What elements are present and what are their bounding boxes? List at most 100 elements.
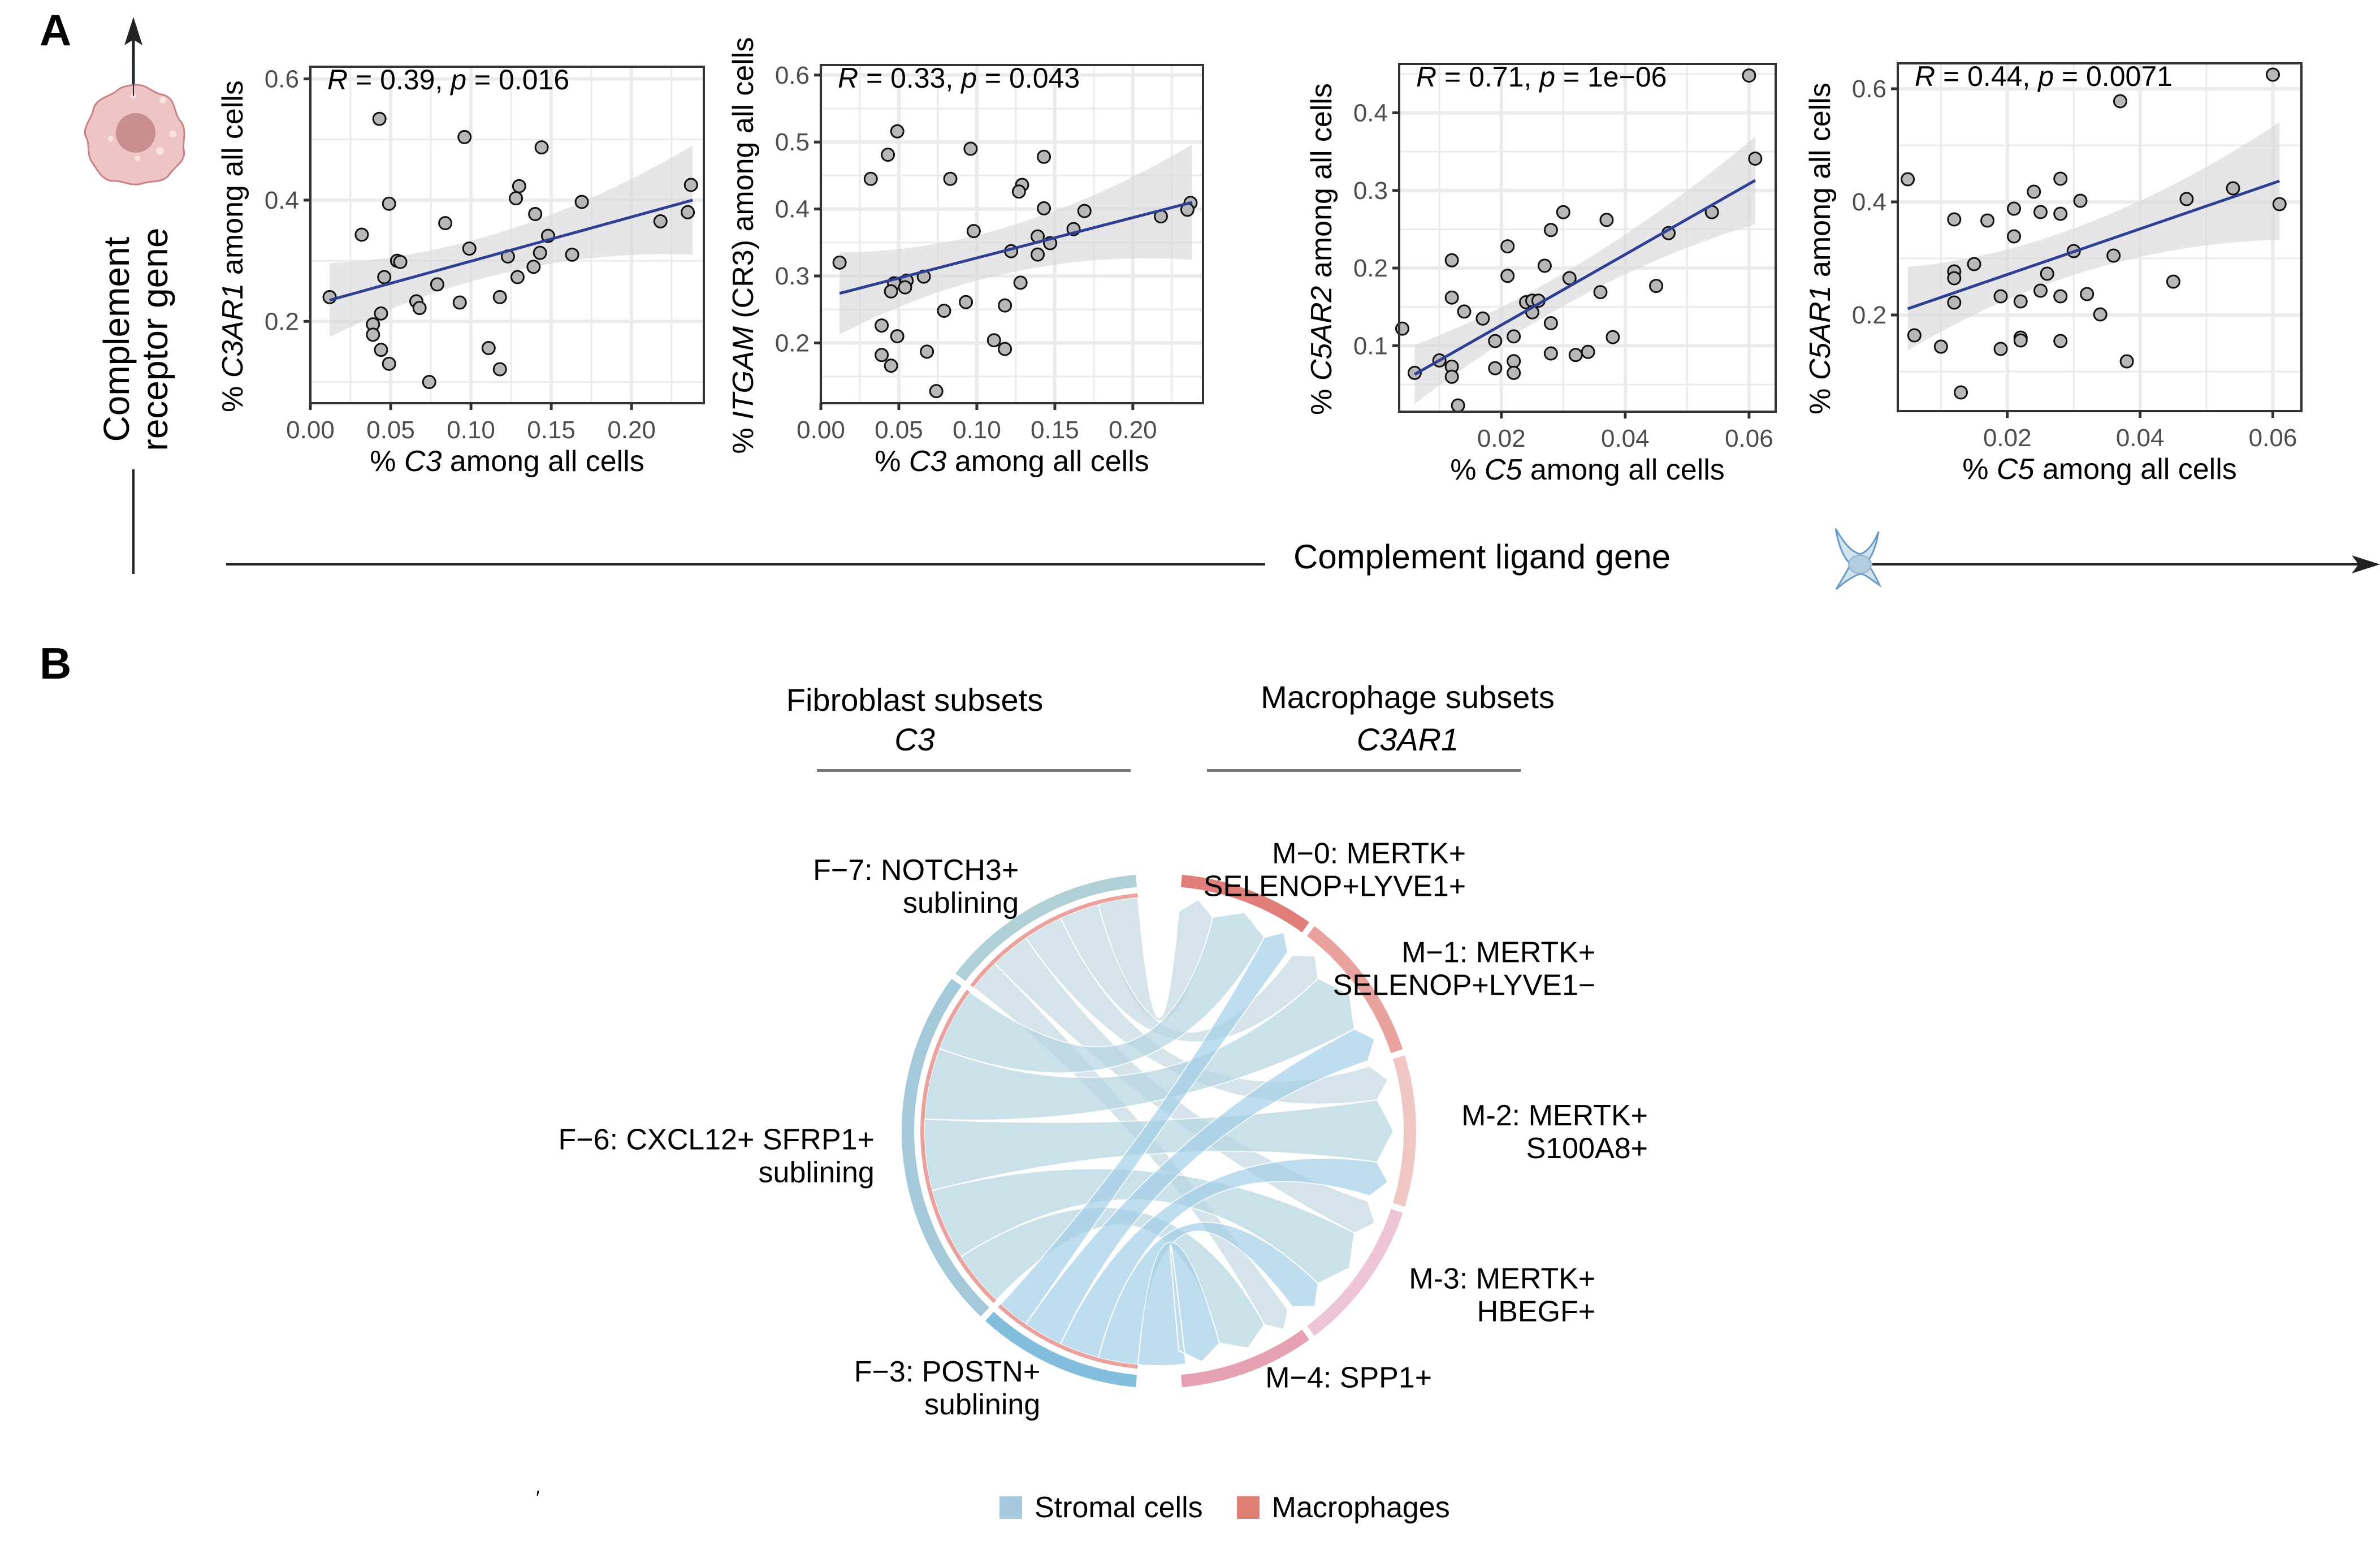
data-point: [1543, 223, 1558, 238]
data-point: [884, 284, 898, 299]
data-point: [2119, 354, 2134, 369]
data-point: [1742, 68, 1756, 83]
data-point: [1457, 304, 1472, 319]
x-tick-label: 0.15: [1031, 416, 1079, 444]
data-point: [998, 342, 1012, 356]
data-point: [1967, 257, 1981, 271]
x-tick-label: 0.06: [1725, 425, 1773, 452]
data-point: [452, 295, 467, 310]
data-point: [2027, 184, 2041, 199]
data-point: [832, 255, 847, 270]
data-point: [898, 280, 912, 295]
chord-link: [1024, 1028, 1376, 1345]
data-point: [1475, 311, 1490, 326]
data-point: [1444, 290, 1459, 305]
legend-item-stromal: Stromal cells: [999, 1491, 1203, 1525]
data-point: [509, 191, 523, 206]
chord-diagram: F−7: NOTCH3+ sublining F−6: CXCL12+ SFRP1+…: [559, 837, 1648, 1421]
y-tick-label: 0.4: [1353, 99, 1388, 127]
data-point: [2073, 193, 2088, 208]
data-point: [2053, 334, 2068, 348]
data-point: [2053, 206, 2068, 221]
sector-label-M-1: M−1: MERTK+ SELENOP+LYVE1−: [1333, 936, 1595, 1002]
data-point: [2080, 287, 2095, 301]
data-point: [1901, 172, 1915, 187]
y-axis-label: % C5AR1 among all cells: [1804, 83, 1837, 415]
legend-swatch-stromal: [999, 1496, 1022, 1519]
x-tick-label: 0.05: [366, 416, 415, 444]
chord-link: [994, 936, 1376, 1234]
panel-letter-b: B: [40, 638, 72, 688]
data-point: [492, 362, 507, 377]
data-point: [2106, 248, 2121, 263]
data-point: [1507, 329, 1521, 344]
y-tick-label: 0.3: [1353, 177, 1388, 205]
sector-label-M-0: M−0: MERTK+ SELENOP+LYVE1+: [1204, 837, 1466, 903]
data-point: [1543, 346, 1558, 361]
data-point: [1993, 289, 2008, 304]
data-point: [1562, 271, 1577, 286]
x-tick-label: 0.20: [607, 416, 656, 444]
chord-link: [999, 931, 1289, 1326]
data-point: [533, 245, 547, 260]
data-point: [2179, 192, 2194, 206]
y-tick-label: 0.5: [775, 128, 810, 156]
data-point: [683, 178, 698, 192]
data-point: [2266, 67, 2281, 82]
sector-arc-M-4: [1180, 1329, 1310, 1388]
data-point: [574, 195, 589, 209]
data-point: [1599, 213, 1614, 227]
plot-border: [1897, 62, 2303, 412]
x-tick-label: 0.04: [2116, 424, 2165, 452]
data-point: [1488, 361, 1503, 375]
data-point: [1649, 279, 1664, 293]
regression-line: [839, 201, 1193, 295]
data-point: [1500, 239, 1515, 254]
data-point: [1537, 258, 1552, 273]
data-point: [1488, 334, 1503, 348]
data-point: [2166, 274, 2180, 289]
data-point: [382, 196, 396, 211]
stray-mark: ′: [536, 1486, 540, 1509]
data-point: [2007, 229, 2022, 244]
y-tick-label: 0.4: [775, 196, 810, 223]
confidence-band: [330, 145, 693, 338]
data-point: [1543, 316, 1558, 331]
y-tick-label: 0.1: [1353, 332, 1388, 360]
data-point: [1444, 253, 1459, 267]
panel-letter-a: A: [40, 5, 72, 55]
x-tick-label: 0.00: [286, 416, 335, 444]
data-point: [1013, 275, 1028, 290]
data-point: [881, 148, 895, 162]
regression-line: [1414, 179, 1756, 376]
data-point: [366, 327, 380, 342]
data-point: [512, 179, 526, 193]
y-tick-label: 0.2: [775, 329, 810, 357]
data-point: [430, 277, 444, 292]
data-point: [2040, 266, 2054, 281]
chord-legend: Stromal cells Macrophages: [999, 1491, 1450, 1525]
data-point: [1568, 348, 1583, 362]
correlation-annotation: R = 0.71, p = 1e−06: [1416, 61, 1667, 93]
right-group-gene: C3AR1: [1356, 722, 1459, 757]
left-group-underline: [817, 769, 1131, 772]
data-point: [528, 207, 543, 222]
data-point: [1954, 385, 1968, 400]
data-point: [890, 329, 905, 344]
arrow-up-icon: [124, 17, 142, 45]
x-tick-label: 0.15: [527, 416, 575, 444]
data-point: [2272, 197, 2287, 211]
data-point: [2226, 181, 2240, 196]
data-point: [1451, 398, 1465, 413]
data-point: [966, 224, 981, 239]
data-point: [1581, 344, 1595, 359]
data-point: [1947, 271, 1962, 286]
data-point: [1947, 212, 1962, 227]
chord-links: [924, 896, 1395, 1366]
sector-arc-F-3: [985, 1311, 1137, 1388]
data-point: [1933, 339, 1948, 354]
scatter-plots: 0.00 0.05 0.10 0.15 0.20 0.2 0.4 0.6 R = 0.39, p…: [217, 37, 2303, 486]
data-point: [943, 171, 958, 186]
data-point: [937, 304, 951, 318]
arrow-right-icon: [2352, 555, 2380, 573]
